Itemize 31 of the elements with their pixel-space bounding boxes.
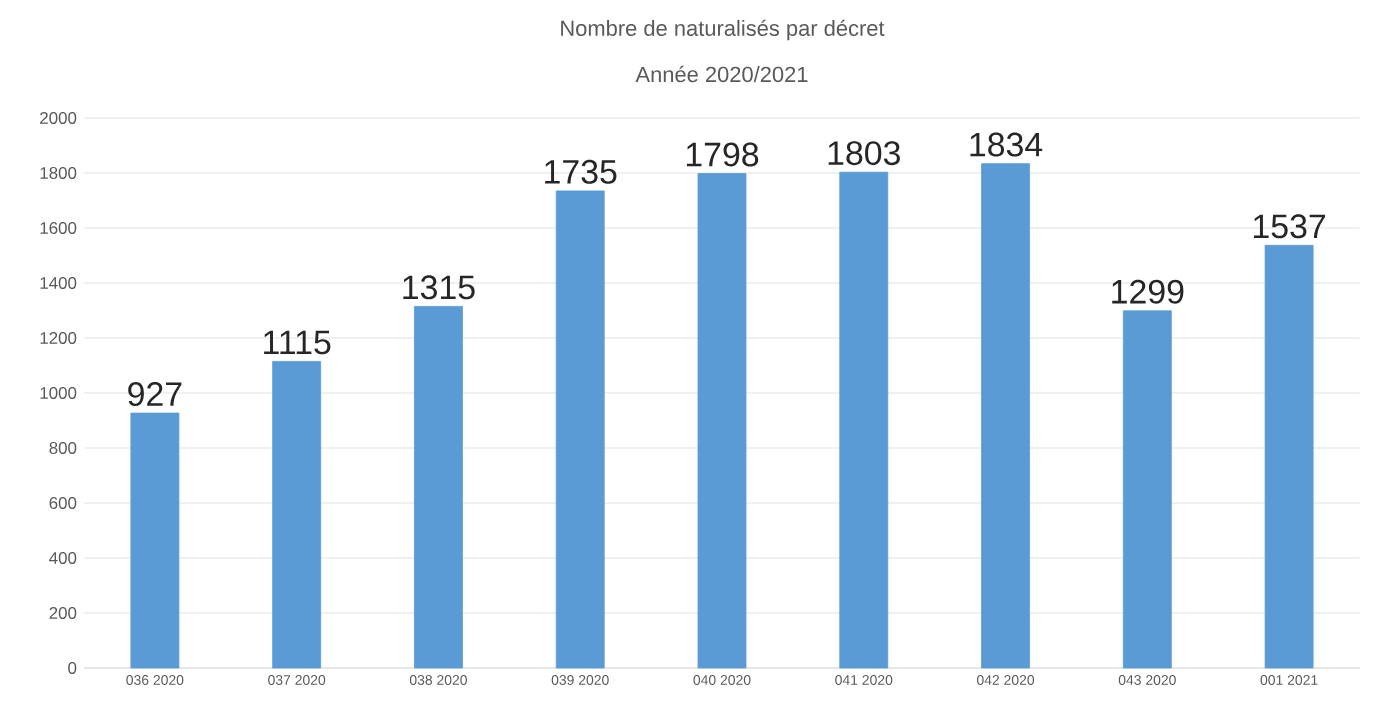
data-label: 1315 — [403, 275, 475, 300]
chart-subtitle: Année 2020/2021 — [635, 65, 808, 83]
data-label: 1803 — [828, 141, 900, 166]
data-label: 1537 — [1254, 214, 1326, 239]
y-tick-label: 600 — [49, 497, 77, 509]
y-tick-label: 2000 — [40, 112, 77, 124]
bar — [130, 412, 180, 669]
y-tick-label: 1400 — [40, 277, 77, 289]
data-label: 1115 — [264, 330, 331, 355]
data-label: 1735 — [545, 159, 617, 184]
y-tick-label: 1800 — [40, 167, 77, 179]
y-tick-label: 1200 — [40, 332, 77, 344]
data-label: 1798 — [686, 142, 759, 167]
bar — [414, 305, 463, 669]
y-tick-label: 200 — [49, 607, 77, 619]
y-tick-label: 400 — [49, 552, 77, 564]
y-tick-label: 1000 — [40, 387, 77, 399]
bar — [839, 171, 889, 669]
chart-title: Nombre de naturalisés par décret — [561, 19, 885, 41]
data-label: 1834 — [970, 132, 1043, 157]
data-label: 927 — [128, 382, 182, 407]
bar — [1264, 244, 1314, 669]
data-label: 1299 — [1112, 279, 1184, 304]
bar — [697, 173, 747, 669]
y-tick-label: 800 — [49, 442, 77, 454]
bar — [1122, 310, 1172, 669]
y-tick-label: 1600 — [40, 222, 77, 234]
bar — [555, 190, 605, 669]
y-tick-label: 0 — [68, 662, 77, 674]
bar — [981, 163, 1030, 669]
bar — [272, 360, 322, 669]
